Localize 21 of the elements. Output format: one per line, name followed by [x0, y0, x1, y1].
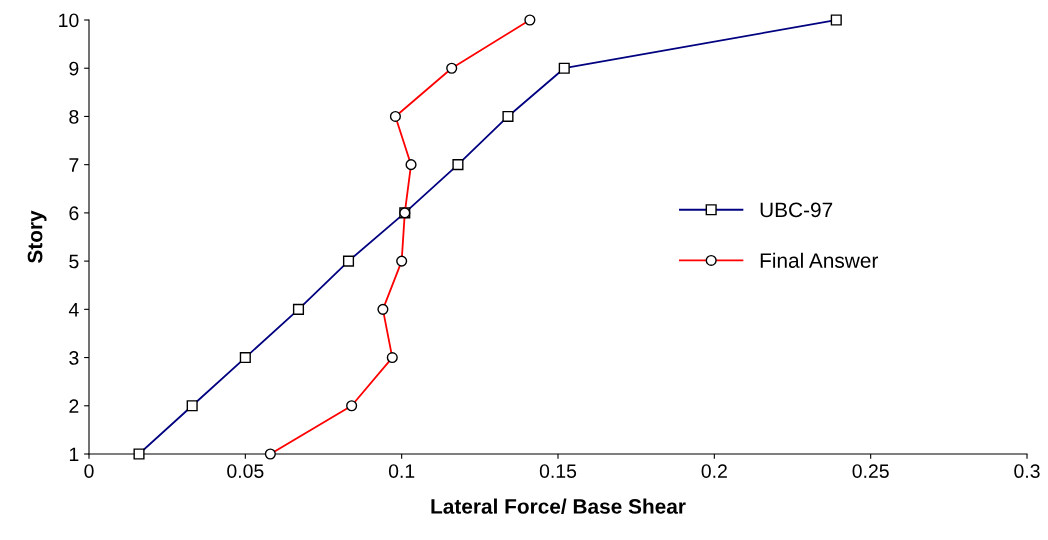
x-tick-label: 0.2 [701, 464, 727, 478]
x-tick-label: 0 [84, 464, 94, 478]
y-tick-label: 8 [69, 109, 79, 124]
y-axis-title: Story [27, 210, 47, 264]
y-tick-label: 9 [69, 61, 79, 76]
x-tick-label: 0.3 [1014, 464, 1040, 478]
x-tick-label: 0.1 [388, 464, 415, 478]
x-tick-label: 0.05 [227, 464, 264, 478]
legend-label: Final Answer [760, 252, 879, 268]
legend-label: UBC-97 [760, 202, 833, 218]
y-tick-label: 4 [68, 303, 79, 317]
x-tick-label: 0.15 [539, 464, 577, 478]
y-tick-label: 2 [69, 399, 79, 413]
y-tick-label: 7 [69, 158, 79, 172]
y-tick-label: 6 [69, 206, 79, 221]
y-tick-label: 3 [69, 351, 79, 365]
y-tick-label: 10 [59, 13, 79, 28]
y-tick-label: 1 [69, 447, 79, 462]
x-tick-label: 0.25 [852, 464, 889, 478]
x-axis-title: Lateral Force/ Base Shear [431, 498, 686, 515]
y-tick-label: 5 [69, 254, 79, 269]
